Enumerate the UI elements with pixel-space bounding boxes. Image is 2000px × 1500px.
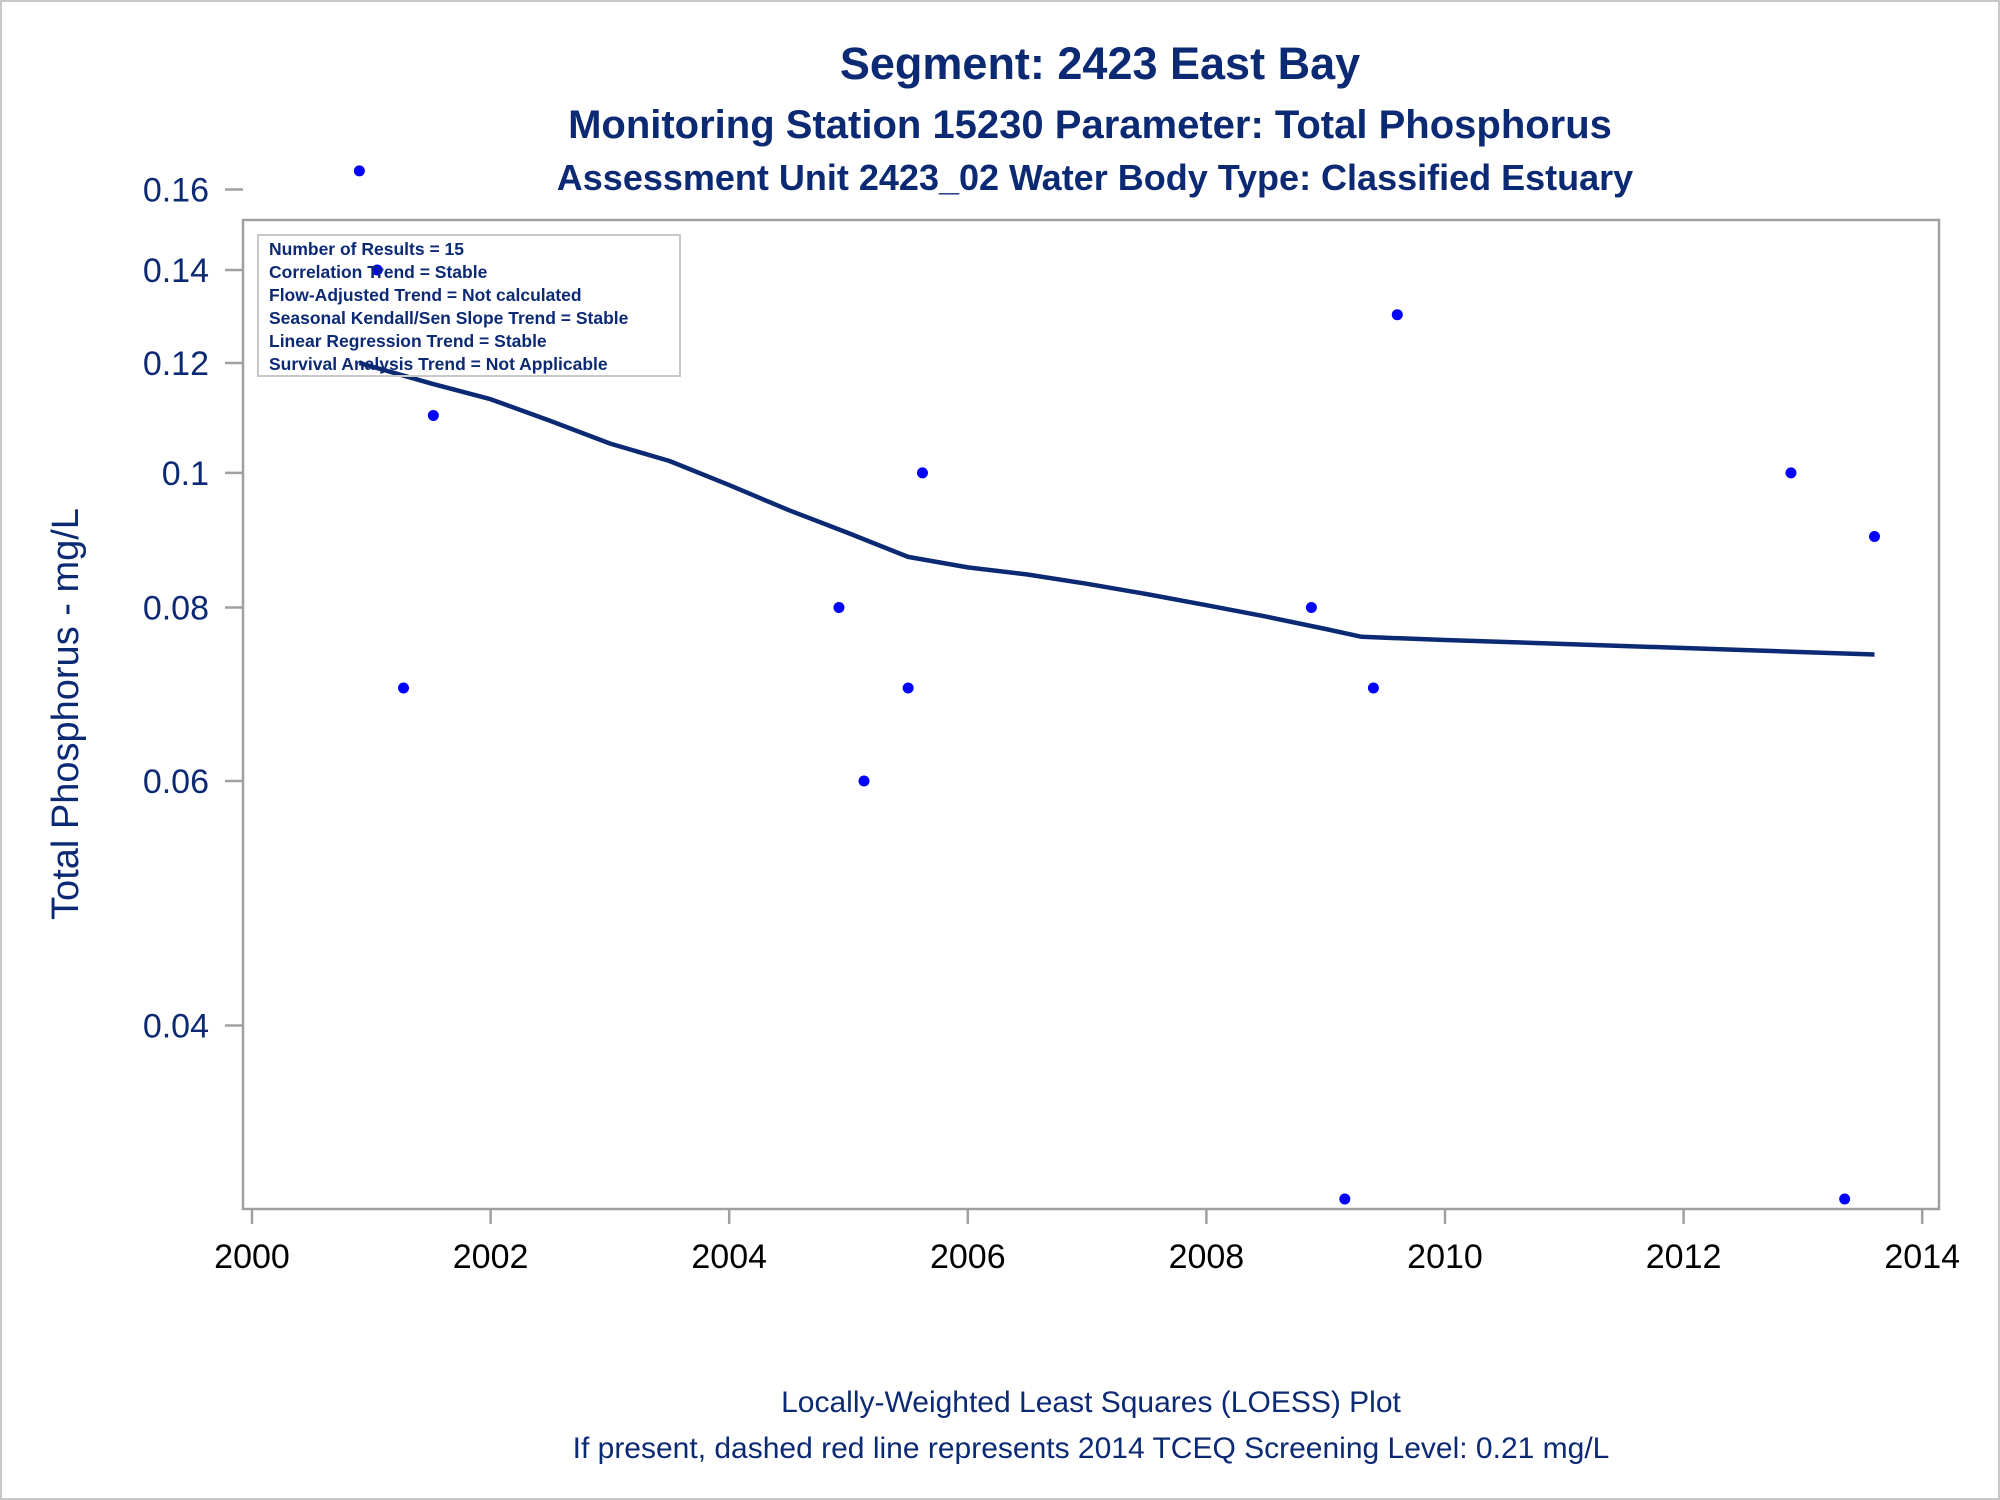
x-tick-label: 2002 — [453, 1238, 529, 1276]
data-point — [916, 467, 928, 479]
data-point — [833, 601, 845, 613]
stat-number-of-results: Number of Results = 15 — [269, 239, 464, 259]
x-tick-label: 2014 — [1884, 1238, 1960, 1276]
data-points — [353, 165, 1880, 1205]
footnote-screening-level: If present, dashed red line represents 2… — [573, 1432, 1610, 1465]
data-point — [371, 264, 383, 276]
stat-survival-analysis-trend: Survival Analysis Trend = Not Applicable — [269, 354, 608, 374]
x-tick-label: 2006 — [930, 1238, 1006, 1276]
data-point — [1367, 682, 1379, 694]
y-tick-label: 0.04 — [143, 1008, 209, 1046]
data-point — [1305, 601, 1317, 613]
loess-trend-line — [358, 360, 1875, 657]
data-point — [353, 165, 365, 177]
data-point — [1339, 1193, 1351, 1205]
chart-subtitle: Monitoring Station 15230 Parameter: Tota… — [568, 103, 1612, 147]
statistics-box: Number of Results = 15 Correlation Trend… — [257, 234, 681, 377]
x-tick-label: 2008 — [1169, 1238, 1245, 1276]
data-point — [1391, 309, 1403, 321]
y-tick-label: 0.14 — [143, 252, 209, 290]
data-point — [427, 409, 439, 421]
data-point — [1839, 1193, 1851, 1205]
chart-title: Segment: 2423 East Bay — [840, 38, 1360, 89]
data-point — [1785, 467, 1797, 479]
stat-linear-regression-trend: Linear Regression Trend = Stable — [269, 331, 547, 351]
x-axis: 2000 2002 2004 2006 2008 2010 2012 2014 — [214, 1209, 1960, 1276]
y-tick-label: 0.16 — [143, 171, 209, 209]
y-tick-label: 0.12 — [143, 345, 209, 383]
x-tick-label: 2010 — [1407, 1238, 1483, 1276]
stat-flow-adjusted-trend: Flow-Adjusted Trend = Not calculated — [269, 285, 582, 305]
plot-area — [241, 218, 1941, 1211]
data-point — [398, 682, 410, 694]
stat-seasonal-kendall-trend: Seasonal Kendall/Sen Slope Trend = Stabl… — [269, 308, 629, 328]
y-axis-label: Total Phosphorus - mg/L — [45, 508, 87, 920]
x-tick-label: 2004 — [691, 1238, 767, 1276]
data-point — [858, 775, 870, 787]
statistics-box-frame — [257, 234, 681, 377]
y-axis: 0.04 0.06 0.08 0.1 0.12 0.14 0.16 — [143, 171, 243, 1046]
data-point — [902, 682, 914, 694]
y-tick-label: 0.1 — [162, 455, 209, 493]
chart-subtitle-2: Assessment Unit 2423_02 Water Body Type:… — [557, 157, 1633, 198]
footnote-loess: Locally-Weighted Least Squares (LOESS) P… — [781, 1386, 1401, 1419]
y-tick-label: 0.08 — [143, 589, 209, 627]
x-tick-label: 2012 — [1646, 1238, 1722, 1276]
y-tick-label: 0.06 — [143, 763, 209, 801]
x-tick-label: 2000 — [214, 1238, 290, 1276]
stat-correlation-trend: Correlation Trend = Stable — [269, 262, 488, 282]
data-point — [1868, 530, 1880, 542]
